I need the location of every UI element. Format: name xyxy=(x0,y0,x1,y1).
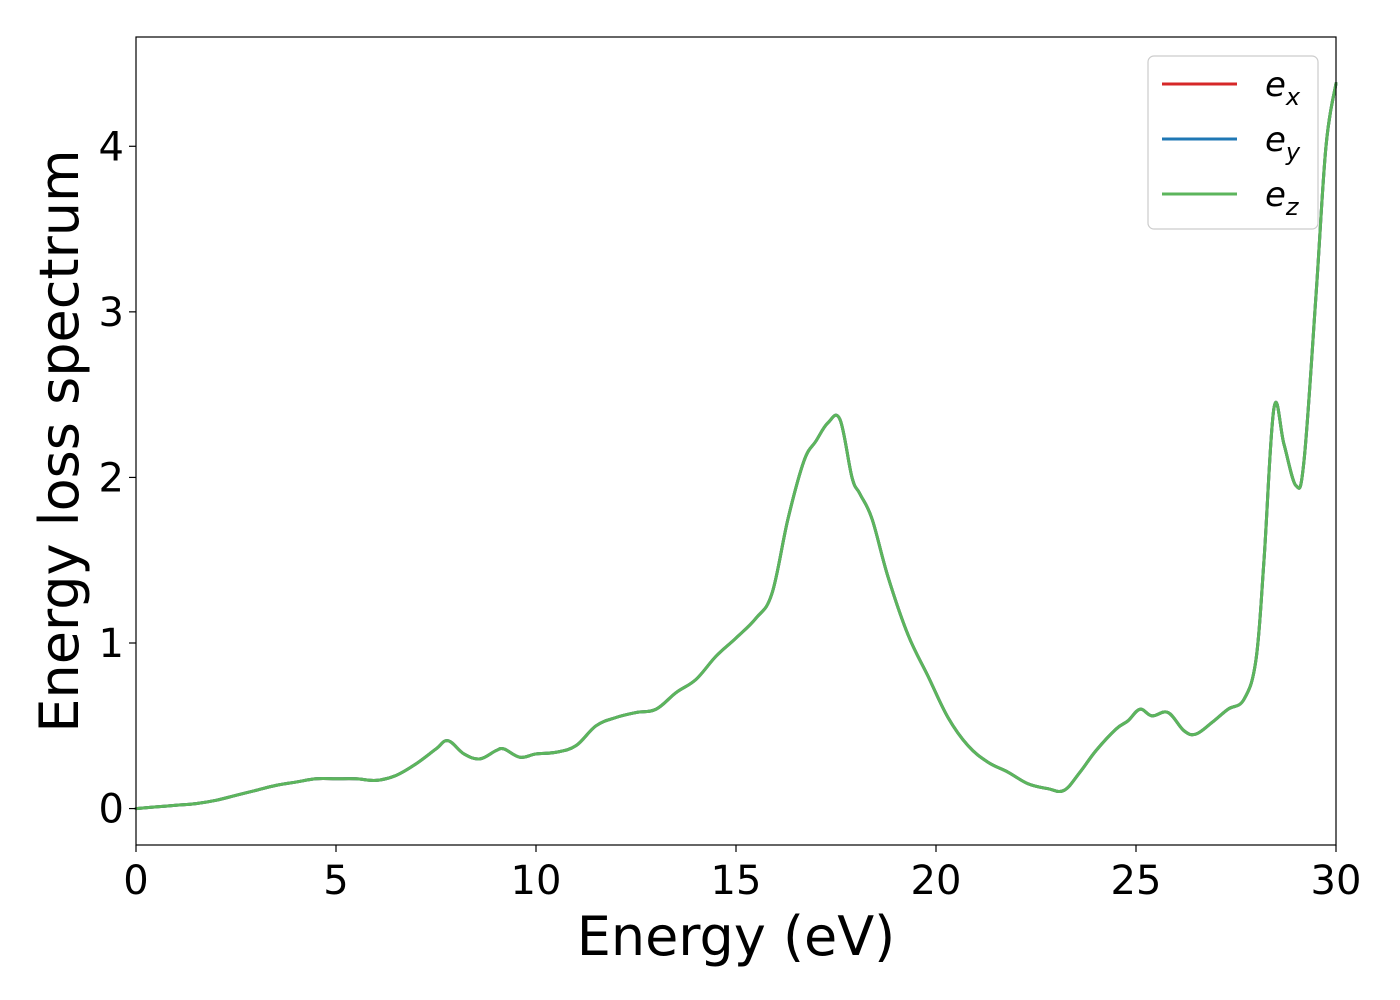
x-tick-label: 15 xyxy=(711,858,762,904)
series-layer xyxy=(134,81,1338,811)
y-axis-ticks: 0 1 2 3 4 xyxy=(99,124,136,833)
legend-label-ex: ex xyxy=(1265,65,1301,111)
legend: ex ey ez xyxy=(1147,55,1319,230)
x-tick-label: 30 xyxy=(1311,858,1362,904)
y-tick-label: 4 xyxy=(99,124,124,170)
legend-label-ez: ez xyxy=(1265,175,1300,221)
legend-box xyxy=(1147,55,1319,230)
y-tick-label: 1 xyxy=(99,621,124,667)
x-tick-label: 5 xyxy=(323,858,348,904)
x-tick-label: 10 xyxy=(511,858,562,904)
y-tick-label: 3 xyxy=(99,290,124,336)
legend-items: ex ey ez xyxy=(1162,65,1301,221)
legend-label-ey: ey xyxy=(1265,120,1301,166)
y-tick-label: 2 xyxy=(99,455,124,501)
x-tick-label: 25 xyxy=(1111,858,1162,904)
series-line-ez xyxy=(134,81,1338,811)
x-axis-label: Energy (eV) xyxy=(577,905,896,968)
y-tick-label: 0 xyxy=(99,787,124,833)
plot-frame xyxy=(135,36,1337,846)
x-tick-label: 20 xyxy=(911,858,962,904)
y-axis-label: Energy loss spectrum xyxy=(28,149,91,732)
x-tick-label: 0 xyxy=(123,858,148,904)
x-axis-ticks: 0 5 10 15 20 25 30 xyxy=(123,845,1361,904)
